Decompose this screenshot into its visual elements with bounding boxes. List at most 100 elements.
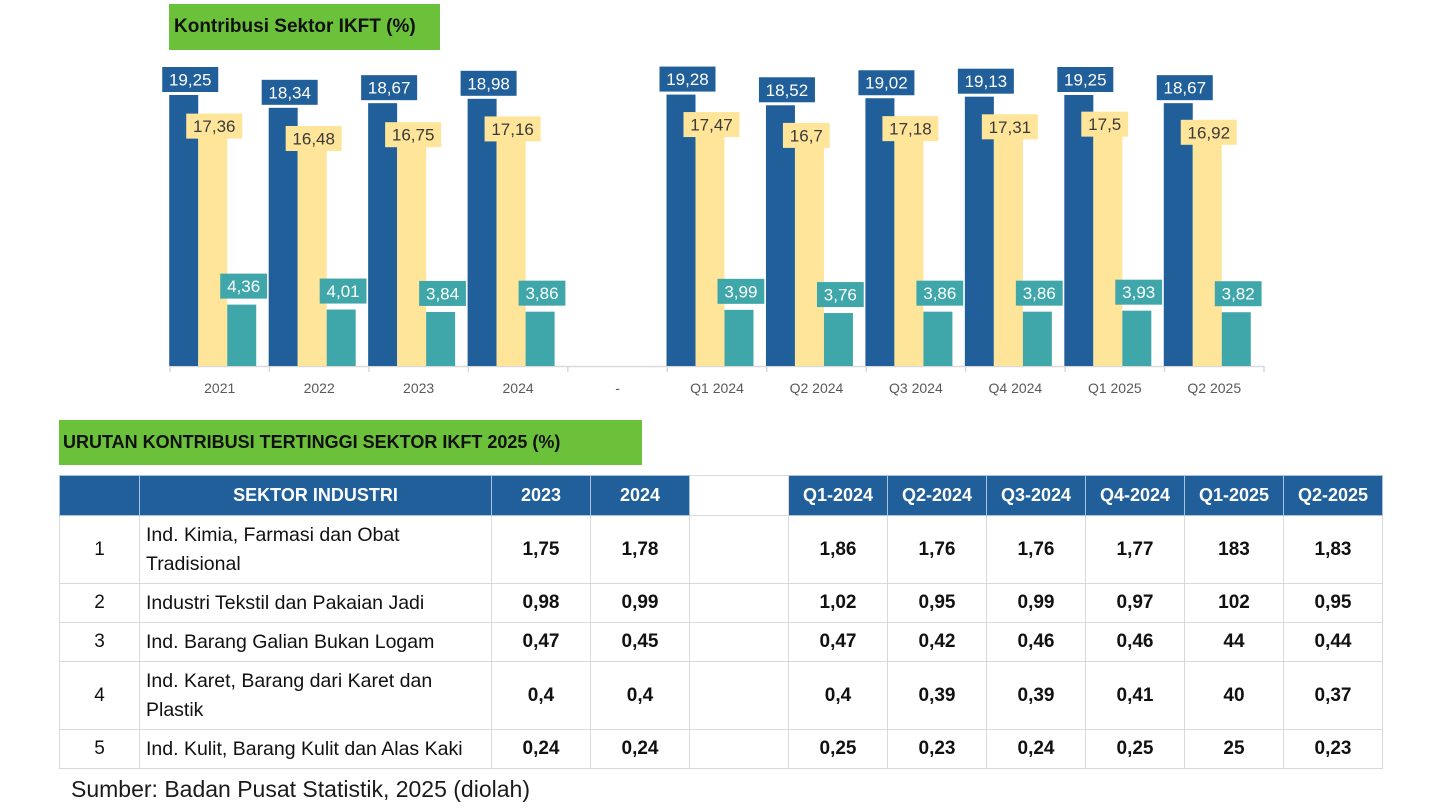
bar-series-2 xyxy=(1093,119,1123,367)
data-label-box xyxy=(1115,279,1163,305)
spacer-cell xyxy=(689,515,789,584)
row-sector-name: Industri Tekstil dan Pakaian Jadi xyxy=(139,583,492,623)
data-label-box xyxy=(916,280,964,306)
data-label-box xyxy=(261,79,318,105)
data-label: 3,76 xyxy=(824,286,857,305)
bar-series-3 xyxy=(1122,310,1152,366)
bar-series-3 xyxy=(823,313,853,366)
data-label: 3,86 xyxy=(923,284,956,303)
bar-series-2 xyxy=(496,124,526,367)
x-tick-label: Q2 2024 xyxy=(790,380,844,396)
data-label-box xyxy=(319,278,367,304)
row-rank: 5 xyxy=(59,729,140,769)
table-row: 1 Ind. Kimia, Farmasi dan Obat Tradisiona… xyxy=(59,515,1383,584)
x-tick-label: 2021 xyxy=(204,380,235,396)
table-row: 4 Ind. Karet, Barang dari Karet dan Plast… xyxy=(59,661,1383,730)
value-cell: 0,24 xyxy=(491,729,591,769)
bar-series-3 xyxy=(724,309,754,366)
spacer-cell xyxy=(689,729,789,769)
data-label-box xyxy=(162,67,219,92)
bar-series-3 xyxy=(227,304,257,366)
value-cell: 40 xyxy=(1184,661,1284,730)
data-label-box xyxy=(385,122,442,148)
data-label-box xyxy=(1156,75,1213,101)
value-cell: 0,95 xyxy=(887,583,987,623)
header-period: Q1-2024 xyxy=(788,475,888,516)
data-label-box xyxy=(717,278,765,304)
value-cell: 0,4 xyxy=(491,661,591,730)
value-cell: 102 xyxy=(1184,583,1284,623)
row-rank: 4 xyxy=(59,661,140,730)
x-tick-label: - xyxy=(615,380,620,396)
row-sector-name: Ind. Barang Galian Bukan Logam xyxy=(139,622,492,662)
value-cell: 0,39 xyxy=(986,661,1086,730)
row-rank: 2 xyxy=(59,583,140,623)
value-cell: 1,77 xyxy=(1085,515,1185,584)
bar-series-3 xyxy=(326,309,356,366)
row-sector-name: Ind. Kimia, Farmasi dan Obat Tradisional xyxy=(139,515,492,584)
table-title: URUTAN KONTRIBUSI TERTINGGI SEKTOR IKFT … xyxy=(59,420,642,465)
data-label: 19,02 xyxy=(865,74,908,93)
bar-series-1 xyxy=(1064,95,1094,366)
value-cell: 0,98 xyxy=(491,583,591,623)
spacer-cell xyxy=(689,661,789,730)
value-cell: 0,42 xyxy=(887,622,987,662)
value-cell: 44 xyxy=(1184,622,1284,662)
bar-series-2 xyxy=(695,120,725,366)
data-label: 3,86 xyxy=(1023,284,1056,303)
spacer-cell xyxy=(689,622,789,662)
data-label: 18,34 xyxy=(268,83,311,102)
data-label-box xyxy=(659,66,716,92)
data-label: 17,18 xyxy=(889,120,932,139)
value-cell: 1,75 xyxy=(491,515,591,584)
bar-series-2 xyxy=(397,130,427,366)
data-label: 17,36 xyxy=(193,117,236,136)
data-label-box xyxy=(882,116,939,142)
spacer-cell xyxy=(689,583,789,623)
value-cell: 0,41 xyxy=(1085,661,1185,730)
x-tick-label: 2022 xyxy=(304,380,335,396)
data-label-box xyxy=(518,280,566,306)
row-rank: 3 xyxy=(59,622,140,662)
value-cell: 1,76 xyxy=(887,515,987,584)
value-cell: 1,83 xyxy=(1283,515,1383,584)
data-label-box xyxy=(186,113,243,139)
bar-series-2 xyxy=(894,124,924,366)
value-cell: 0,37 xyxy=(1283,661,1383,730)
value-cell: 0,23 xyxy=(1283,729,1383,769)
bar-series-1 xyxy=(666,94,696,366)
data-label-box xyxy=(1214,281,1262,307)
value-cell: 0,4 xyxy=(590,661,690,730)
header-period: Q2-2025 xyxy=(1283,475,1383,516)
data-label: 17,31 xyxy=(989,118,1032,137)
x-tick-label: Q1 2024 xyxy=(690,380,744,396)
data-label-box xyxy=(1057,67,1114,92)
bar-series-2 xyxy=(993,122,1023,366)
data-label: 3,93 xyxy=(1122,283,1155,302)
bar-series-2 xyxy=(297,133,327,366)
data-label-box xyxy=(816,282,864,308)
value-cell: 0,47 xyxy=(491,622,591,662)
value-cell: 1,76 xyxy=(986,515,1086,584)
header-period: Q1-2025 xyxy=(1184,475,1284,516)
table-row: 3 Ind. Barang Galian Bukan Logam 0,47 0,45 0… xyxy=(59,622,1383,662)
bar-series-2 xyxy=(198,121,228,366)
bar-series-3 xyxy=(426,311,456,366)
data-label: 16,7 xyxy=(790,126,823,145)
data-label: 3,82 xyxy=(1222,285,1255,304)
x-tick-label: 2024 xyxy=(503,380,534,396)
row-sector-name: Ind. Kulit, Barang Kulit dan Alas Kaki xyxy=(139,729,492,769)
data-label: 18,67 xyxy=(368,79,411,98)
sector-table: SEKTOR INDUSTRI 2023 2024 Q1-2024 Q2-2024 Q3-… xyxy=(59,475,1383,769)
data-label-box xyxy=(484,116,541,142)
header-period: Q4-2024 xyxy=(1085,475,1185,516)
value-cell: 1,02 xyxy=(788,583,888,623)
data-label: 19,25 xyxy=(169,71,212,90)
row-rank: 1 xyxy=(59,515,140,584)
data-label-box xyxy=(419,280,466,306)
data-label: 16,48 xyxy=(292,129,335,148)
data-label-box xyxy=(981,114,1038,140)
data-label: 18,98 xyxy=(467,74,510,93)
data-label-box xyxy=(858,70,915,96)
bar-series-2 xyxy=(1192,127,1222,366)
